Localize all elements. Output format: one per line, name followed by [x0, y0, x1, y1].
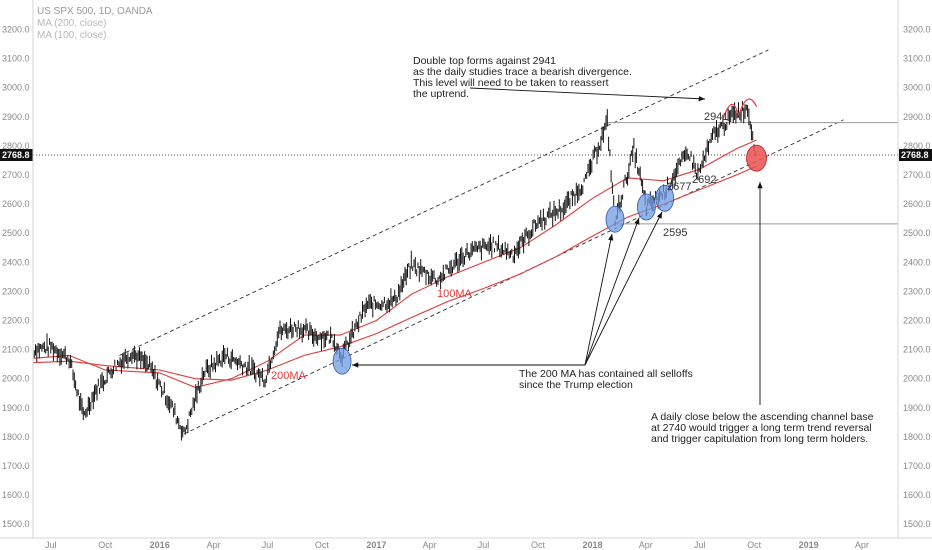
x-tick-label: Oct — [98, 540, 113, 550]
y-tick-label-right: 2800.0 — [903, 141, 931, 151]
y-tick-label-right: 2400.0 — [903, 257, 931, 267]
y-tick-label-left: 3200.0 — [2, 25, 30, 35]
circle-ma200-touch — [332, 347, 352, 375]
x-tick-label: Apr — [855, 540, 869, 550]
x-tick-label: 2017 — [366, 540, 386, 550]
x-tick-label: Jul — [262, 540, 274, 550]
annotation-channel-base: and trigger capitulation from long term … — [651, 433, 868, 445]
y-tick-label-left: 2800.0 — [2, 141, 30, 151]
annotation-double-top: the uptrend. — [413, 88, 469, 100]
level-label-2595: 2595 — [663, 227, 687, 239]
y-tick-label-left: 2300.0 — [2, 286, 30, 296]
y-tick-label-left: 2400.0 — [2, 257, 30, 267]
annotation-channel-base: A daily close below the ascending channe… — [651, 411, 874, 423]
levels-layer: 2768.8 2768.8 — [0, 122, 932, 225]
x-tick-label: Oct — [531, 540, 546, 550]
y-tick-label-left: 2200.0 — [2, 316, 30, 326]
y-tick-label-right: 2000.0 — [903, 374, 931, 384]
y-tick-label-right: 2900.0 — [903, 112, 931, 122]
x-tick-label: Oct — [747, 540, 762, 550]
y-tick-label-right: 1600.0 — [903, 490, 931, 500]
legend-ma100: MA (100, close) — [37, 30, 106, 41]
y-tick-label-left: 1700.0 — [2, 461, 30, 471]
price-tag-text: 2768.8 — [2, 150, 30, 160]
level-label-2692: 2692 — [692, 174, 716, 186]
circle-apr-low — [636, 193, 656, 221]
price-tag-box — [899, 149, 932, 162]
y-tick-label-right: 2500.0 — [903, 228, 931, 238]
price-tag-left: 2768.8 — [0, 149, 33, 162]
annotation-double-top: This level will need to be taken to reas… — [413, 77, 609, 89]
y-tick-label-left: 3100.0 — [2, 54, 30, 64]
y-tick-label-right: 2300.0 — [903, 286, 931, 296]
x-tick-label: Jul — [694, 540, 706, 550]
ma100-label: 100MA — [437, 288, 473, 300]
annotation-ma200: The 200 MA has contained all selloffs — [519, 368, 693, 380]
arrow-to-apr-low — [584, 217, 640, 366]
circles-layer — [332, 98, 767, 375]
legend-ma200: MA (200, close) — [37, 18, 106, 29]
y-tick-label-left: 1900.0 — [2, 403, 30, 413]
y-tick-label-right: 1800.0 — [903, 432, 931, 442]
y-tick-label-left: 3000.0 — [2, 83, 30, 93]
ma100-line — [32, 139, 757, 388]
y-tick-label-right: 1900.0 — [903, 403, 931, 413]
y-tick-label-left: 2500.0 — [2, 228, 30, 238]
x-tick-label: 2018 — [582, 540, 602, 550]
price-tag-box — [0, 149, 33, 162]
price-series-layer — [32, 101, 756, 441]
circle-may-low — [655, 184, 675, 212]
x-tick-label: Apr — [207, 540, 221, 550]
y-tick-label-left: 2600.0 — [2, 199, 30, 209]
level-label-2677: 2677 — [667, 181, 691, 193]
circle-feb-low — [605, 205, 625, 233]
y-tick-label-right: 2700.0 — [903, 170, 931, 180]
double-top-arc-1 — [722, 103, 740, 119]
arrow-to-feb-low — [584, 233, 614, 366]
y-tick-label-left: 1600.0 — [2, 490, 30, 500]
chart-title: US SPX 500, 1D, OANDA — [37, 6, 153, 17]
y-tick-label-right: 3000.0 — [903, 83, 931, 93]
annotation-channel-base: at 2740 would trigger a long term trend … — [651, 422, 872, 434]
y-tick-label-left: 2000.0 — [2, 374, 30, 384]
x-tick-label: 2019 — [799, 540, 819, 550]
x-tick-label: Apr — [639, 540, 653, 550]
ma200-label: 200MA — [271, 370, 307, 382]
y-tick-label-right: 2600.0 — [903, 199, 931, 209]
arrows-layer — [352, 87, 763, 405]
y-tick-label-left: 2700.0 — [2, 170, 30, 180]
y-tick-label-right: 3100.0 — [903, 54, 931, 64]
price-tag-right: 2768.8 — [899, 149, 932, 162]
y-tick-label-right: 2100.0 — [903, 345, 931, 355]
arrow-double-top — [469, 87, 706, 102]
x-tick-label: 2016 — [150, 540, 170, 550]
annotation-double-top: Double top forms against 2941 — [413, 55, 556, 67]
y-tick-label-left: 1800.0 — [2, 432, 30, 442]
y-tick-label-left: 2100.0 — [2, 345, 30, 355]
level-label-2941: 2941 — [704, 111, 728, 123]
y-tick-label-left: 2900.0 — [2, 112, 30, 122]
annotation-ma200: since the Trump election — [519, 379, 633, 391]
y-tick-label-right: 2200.0 — [903, 316, 931, 326]
y-tick-label-right: 1500.0 — [903, 519, 931, 529]
x-tick-label: Oct — [315, 540, 330, 550]
y-tick-label-right: 3200.0 — [903, 25, 931, 35]
price-tag-text: 2768.8 — [901, 150, 929, 160]
double-top-arc-2 — [738, 98, 758, 116]
channel-top-line — [119, 49, 769, 356]
y-tick-label-right: 1700.0 — [903, 461, 931, 471]
arrow-to-may-low — [584, 211, 663, 366]
x-tick-label: Apr — [423, 540, 437, 550]
y-tick-label-left: 1500.0 — [2, 519, 30, 529]
circle-channel-test — [746, 144, 767, 172]
x-tick-label: Jul — [478, 540, 490, 550]
x-tick-label: Jul — [45, 540, 57, 550]
annotation-double-top: as the daily studies trace a bearish div… — [413, 66, 632, 78]
